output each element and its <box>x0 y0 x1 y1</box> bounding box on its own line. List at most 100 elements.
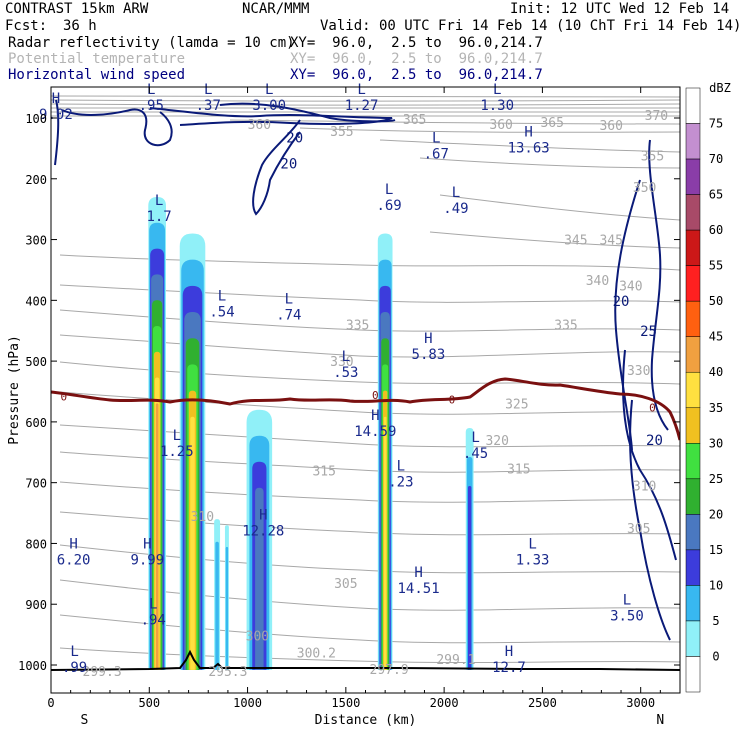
colorbar-label: 50 <box>709 294 723 308</box>
colorbar-label: 15 <box>709 543 723 557</box>
freezing-label: 0 <box>60 391 67 404</box>
reflectivity-cell <box>383 416 387 670</box>
extremum-value: .95 <box>139 98 164 114</box>
x-tick-label: 0 <box>47 696 54 710</box>
extremum-value: 9.99 <box>130 552 164 568</box>
theta-label: 370 <box>645 109 668 124</box>
reflectivity-cell <box>467 486 472 670</box>
extremum-value: .74 <box>276 307 301 323</box>
colorbar-label: 55 <box>709 259 723 273</box>
colorbar-label: 35 <box>709 401 723 415</box>
colorbar-label: 60 <box>709 223 723 237</box>
extremum-value: 1.33 <box>516 552 550 568</box>
theta-contour <box>229 119 680 125</box>
theta-label: 355 <box>330 125 353 140</box>
theta-label: 340 <box>619 280 642 295</box>
theta-contour <box>419 157 680 169</box>
wind-contour <box>252 119 301 216</box>
y-tick-label: 400 <box>25 294 47 308</box>
south-label: S <box>81 713 89 728</box>
x-tick-label: 1500 <box>331 696 360 710</box>
theta-contour <box>429 231 680 249</box>
extremum-value: .94 <box>141 613 166 629</box>
theta-label: 305 <box>627 522 650 537</box>
reflectivity-cell <box>215 541 219 670</box>
wind-label: 25 <box>640 324 657 340</box>
extremum-value: .23 <box>388 475 413 491</box>
extremum-marker: H <box>505 644 513 660</box>
colorbar-segment <box>685 549 701 586</box>
extremum-value: .45 <box>463 446 488 462</box>
extremum-marker: L <box>70 644 78 660</box>
theta-label: 360 <box>599 119 622 134</box>
forecast-label: Fcst: <box>5 18 48 34</box>
x-tick-label: 3000 <box>626 696 655 710</box>
theta-label: 365 <box>540 116 563 131</box>
theta-contour <box>59 254 680 271</box>
north-label: N <box>656 713 664 728</box>
extremum-marker: H <box>69 536 77 552</box>
y-tick-label: 700 <box>25 477 47 491</box>
colorbar-label: 45 <box>709 330 723 344</box>
y-tick-label: 900 <box>25 598 47 612</box>
extremum-value: 1.7 <box>146 209 171 225</box>
theta-label: 335 <box>346 319 369 334</box>
extremum-value: .49 <box>443 201 468 217</box>
field-theta: Potential temperature <box>8 51 186 67</box>
reflectivity-cell <box>155 403 159 670</box>
colorbar-label: 75 <box>709 117 723 131</box>
extremum-value: .99 <box>62 660 87 676</box>
extremum-marker: H <box>424 331 432 347</box>
init-time: Init: 12 UTC Wed 12 Feb 14 <box>510 1 730 17</box>
extremum-marker: H <box>259 507 267 523</box>
extremum-marker: L <box>204 82 212 98</box>
colorbar-segment <box>685 620 701 657</box>
theta-label: 345 <box>599 233 622 248</box>
theta-label: 340 <box>586 274 609 289</box>
wind-contour <box>614 179 641 451</box>
colorbar-segment <box>685 194 701 231</box>
wind-label: 20 <box>646 433 663 449</box>
theta-label: 330 <box>330 355 353 370</box>
extremum-marker: L <box>285 291 293 307</box>
extremum-value: .69 <box>376 198 401 214</box>
colorbar-segment <box>685 158 701 195</box>
extremum-marker: H <box>524 124 532 140</box>
extremum-marker: L <box>155 193 163 209</box>
theta-label: 305 <box>334 577 357 592</box>
reflectivity-cell <box>190 416 195 670</box>
x-tick-label: 2500 <box>528 696 557 710</box>
wind-contour <box>629 399 671 641</box>
extremum-value: 13.63 <box>508 140 550 156</box>
colorbar-segment <box>685 656 701 693</box>
wind-label: 20 <box>280 156 297 172</box>
theta-label: 310 <box>191 510 214 525</box>
terrain-line <box>51 649 680 671</box>
wind-label: 20 <box>613 294 630 310</box>
theta-contour <box>379 139 680 153</box>
theta-label: 297.9 <box>370 663 409 678</box>
wind-contour <box>54 99 60 166</box>
wind-label: 20 <box>286 130 303 146</box>
extremum-value: .67 <box>424 146 449 162</box>
extremum-marker: H <box>371 408 379 424</box>
theta-label: 330 <box>627 364 650 379</box>
extremum-marker: L <box>342 349 350 365</box>
field-reflectivity: Radar reflectivity (lamda = 10 cm) <box>8 35 295 51</box>
field-wind: Horizontal wind speed <box>8 67 186 83</box>
theta-label: 320 <box>485 434 508 449</box>
xy-reflectivity: XY= 96.0, 2.5 to 96.0,214.7 <box>290 35 543 51</box>
y-axis-title: Pressure (hPa) <box>7 335 22 445</box>
extremum-marker: L <box>218 288 226 304</box>
colorbar-segment <box>685 123 701 160</box>
organization: NCAR/MMM <box>242 1 310 17</box>
theta-label: 335 <box>554 319 577 334</box>
colorbar-label: 65 <box>709 188 723 202</box>
extremum-marker: L <box>147 82 155 98</box>
colorbar-label: 10 <box>709 578 723 592</box>
colorbar-label: 20 <box>709 507 723 521</box>
extremum-marker: L <box>623 592 631 608</box>
wind-contour <box>61 108 173 147</box>
colorbar-label: 30 <box>709 436 723 450</box>
theta-contour <box>439 194 680 221</box>
